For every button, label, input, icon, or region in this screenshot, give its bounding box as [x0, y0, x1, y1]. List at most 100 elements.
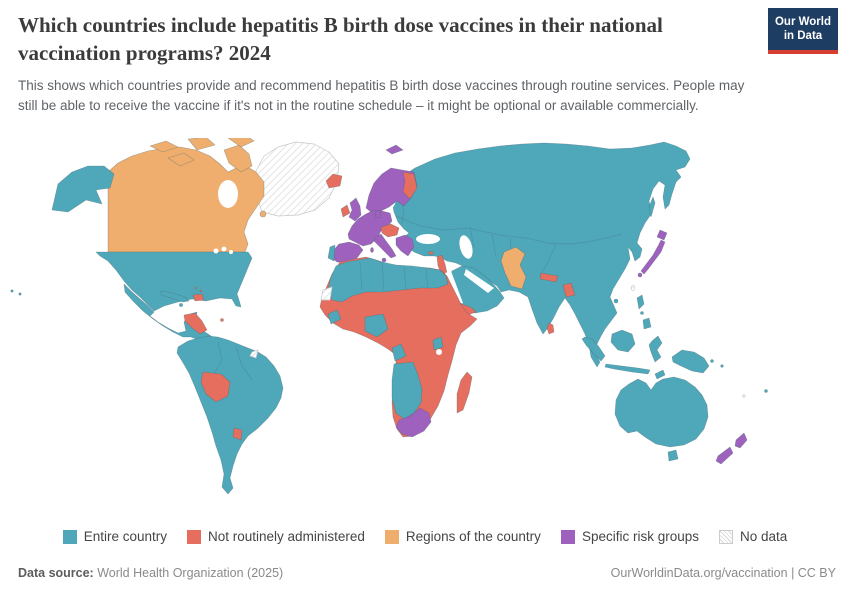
country-france-germany[interactable] [347, 209, 393, 247]
island-new-guinea[interactable] [671, 349, 710, 374]
island-sakhalin[interactable] [648, 196, 656, 218]
country-haiti-dominican-republic[interactable] [192, 293, 205, 302]
island-cyprus[interactable] [428, 251, 434, 255]
country-united-kingdom[interactable] [348, 197, 362, 222]
region-north-america[interactable] [10, 138, 340, 349]
country-bangladesh[interactable] [562, 282, 576, 298]
country-mexico-central-america[interactable] [123, 283, 222, 349]
territory-svalbard[interactable] [385, 144, 404, 155]
country-australia[interactable] [614, 376, 709, 448]
state-alaska[interactable] [51, 165, 115, 213]
data-source-label: Data source: [18, 566, 94, 580]
island-tasmania[interactable] [667, 449, 679, 462]
owid-logo[interactable]: Our World in Data [768, 8, 838, 54]
country-nepal[interactable] [539, 272, 559, 283]
island-solomon[interactable] [710, 359, 714, 363]
country-new-zealand-north[interactable] [734, 432, 748, 449]
region-africa[interactable] [319, 256, 478, 438]
country-cuba[interactable] [160, 290, 190, 303]
owid-logo-line1: Our World [774, 16, 831, 28]
country-sri-lanka[interactable] [546, 322, 555, 335]
country-canada[interactable] [107, 146, 265, 253]
country-philippines-mindanao[interactable] [642, 317, 652, 330]
country-uganda[interactable] [432, 336, 444, 351]
legend-item-entire-country[interactable]: Entire country [62, 529, 168, 544]
legend-item-regions-of-the-country[interactable]: Regions of the country [384, 529, 541, 544]
country-gabon-congo[interactable] [391, 343, 407, 362]
arctic-island[interactable] [187, 138, 216, 151]
island-new-caledonia[interactable] [742, 394, 746, 398]
island-jamaica[interactable] [179, 303, 183, 307]
island-newfoundland[interactable] [259, 210, 267, 218]
country-uruguay[interactable] [232, 427, 243, 441]
world-map[interactable] [0, 138, 850, 523]
country-italy[interactable] [373, 233, 397, 259]
country-bolivia[interactable] [200, 371, 231, 403]
country-greenland[interactable] [254, 141, 340, 217]
country-new-zealand-south[interactable] [715, 446, 734, 465]
country-honduras-nicaragua[interactable] [183, 312, 208, 335]
country-cote-divoire-ghana[interactable] [364, 313, 389, 338]
data-source-value: World Health Organization (2025) [93, 566, 284, 580]
country-guinea[interactable] [327, 309, 342, 325]
island-java[interactable] [604, 363, 651, 375]
island-sumatra[interactable] [581, 336, 606, 362]
island-borneo[interactable] [610, 329, 636, 353]
country-austria-hungary-croatia[interactable] [380, 223, 400, 238]
country-pakistan[interactable] [500, 246, 527, 290]
country-south-africa[interactable] [395, 407, 432, 438]
arctic-island[interactable] [227, 138, 255, 148]
legend-label: Specific risk groups [581, 529, 699, 544]
arctic-island-baffin[interactable] [223, 144, 253, 173]
region-south-america[interactable] [176, 335, 284, 495]
island-trinidad[interactable] [220, 318, 224, 322]
island-sardinia[interactable] [370, 247, 374, 253]
territory-western-sahara[interactable] [320, 286, 333, 301]
country-border [213, 341, 223, 375]
island-sulawesi[interactable] [648, 335, 663, 363]
landmass-eurasia[interactable] [391, 141, 691, 368]
country-japan-hokkaido[interactable] [656, 229, 668, 241]
island-taiwan[interactable] [630, 284, 636, 292]
legend-swatch-no-data [718, 529, 733, 544]
country-denmark[interactable] [374, 209, 382, 219]
arctic-island[interactable] [149, 140, 179, 153]
country-japan-honshu[interactable] [640, 239, 666, 275]
legend-item-no-data[interactable]: No data [718, 529, 787, 544]
region-asia[interactable] [384, 141, 691, 368]
island-timor[interactable] [654, 369, 666, 380]
credit-link[interactable]: OurWorldinData.org/vaccination | CC BY [610, 566, 836, 580]
country-iceland[interactable] [325, 173, 343, 189]
country-finland[interactable] [402, 171, 418, 200]
arctic-island-victoria[interactable] [167, 152, 195, 167]
island-hawaii[interactable] [10, 289, 14, 293]
territory-french-guiana[interactable] [249, 349, 259, 359]
country-japan-kyushu[interactable] [637, 272, 643, 278]
island-hawaii[interactable] [18, 292, 22, 296]
region-europe[interactable] [325, 144, 434, 264]
island-sicily[interactable] [381, 257, 387, 263]
country-greece-balkans[interactable] [395, 234, 415, 257]
legend-label: Entire country [83, 529, 168, 544]
legend-item-not-routinely-administered[interactable]: Not routinely administered [187, 529, 365, 544]
island-vanuatu[interactable] [720, 364, 724, 368]
black-sea [416, 234, 440, 244]
island-bahamas[interactable] [199, 289, 203, 293]
country-norway-sweden[interactable] [365, 167, 418, 213]
continent-south-america[interactable] [176, 335, 284, 495]
region-oceania[interactable] [581, 229, 768, 465]
country-united-states[interactable] [95, 251, 253, 312]
island-fiji[interactable] [764, 389, 768, 393]
island-hainan[interactable] [613, 298, 619, 304]
country-philippines-visayas[interactable] [640, 311, 644, 315]
map-legend: Entire country Not routinely administere… [0, 529, 850, 544]
island-bahamas[interactable] [194, 286, 198, 290]
country-madagascar[interactable] [456, 371, 473, 414]
legend-swatch-specific-risk-groups [560, 529, 575, 544]
legend-label: Regions of the country [405, 529, 541, 544]
legend-item-specific-risk-groups[interactable]: Specific risk groups [560, 529, 699, 544]
countries-north-africa[interactable] [327, 257, 449, 303]
country-philippines-luzon[interactable] [636, 294, 645, 310]
country-ireland[interactable] [340, 204, 351, 218]
country-portugal[interactable] [327, 244, 336, 262]
